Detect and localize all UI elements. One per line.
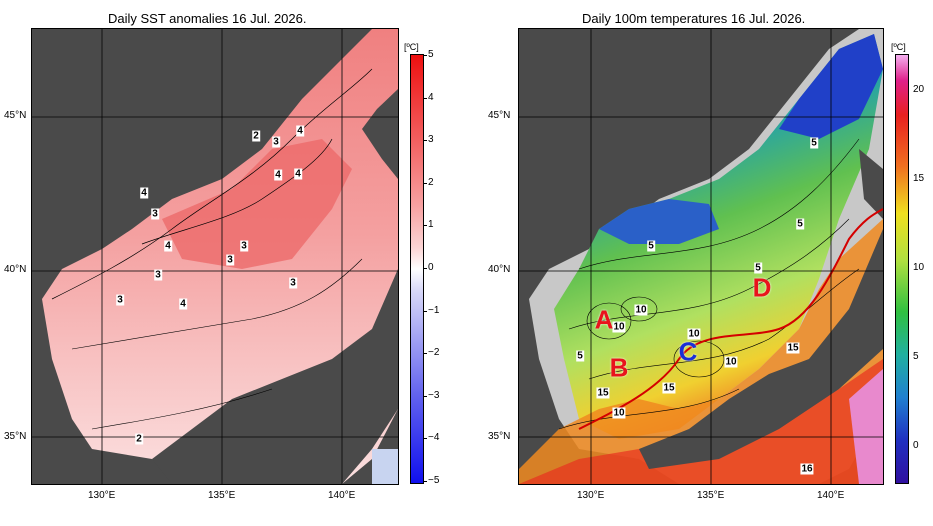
sst-anomaly-map-graphic [32,29,398,484]
colorbar-tick-mark [423,140,427,142]
contour-label: 10 [612,407,626,419]
contour-label: 3 [226,254,234,266]
colorbar-tick-label: 1 [428,219,434,231]
contour-label: 3 [289,277,297,289]
left-lat-label-40: 40°N [4,264,27,275]
colorbar-tick-label: 2 [428,176,434,188]
colorbar-tick-mark [423,55,427,56]
contour-label: 4 [140,187,148,199]
right-lat-label-45: 45°N [488,110,511,121]
colorbar-tick-label: 10 [913,262,925,273]
right-lat-label-40: 40°N [488,264,511,275]
colorbar-tick-label: 15 [913,173,925,184]
left-colorbar-unit: [ºC] [404,42,419,52]
contour-label: 4 [294,168,302,180]
colorbar-tick-mark [423,97,427,99]
right-panel-title: Daily 100m temperatures 16 Jul. 2026. [582,11,806,26]
colorbar-tick-label: 20 [913,84,925,95]
colorbar-tick-mark [423,225,427,227]
contour-label: 15 [786,342,800,354]
left-colorbar [410,54,424,484]
temperature-100m-map [518,28,884,485]
contour-label: 3 [154,269,162,281]
contour-label: 10 [724,356,738,368]
contour-label: 4 [296,125,304,137]
colorbar-tick-label: −1 [428,304,440,316]
contour-label: 3 [116,294,124,306]
colorbar-tick-label: 5 [913,351,919,362]
colorbar-tick-mark [423,353,427,355]
contour-label: 10 [634,304,648,316]
contour-label: 4 [164,240,172,252]
contour-label: 3 [151,208,159,220]
contour-label: 5 [576,350,584,362]
contour-label: 2 [252,130,260,142]
contour-label: 5 [754,262,762,274]
contour-label: 4 [274,169,282,181]
temperature-100m-map-graphic [519,29,883,484]
contour-label: 10 [687,328,701,340]
area-label: B [609,352,629,383]
contour-label: 5 [810,137,818,149]
contour-label: 5 [796,218,804,230]
colorbar-tick-label: 0 [913,440,919,451]
colorbar-tick-label: 4 [428,91,434,103]
left-lat-label-45: 45°N [4,110,27,121]
contour-label: 5 [647,240,655,252]
left-panel-title: Daily SST anomalies 16 Jul. 2026. [108,11,307,26]
area-label: A [594,304,614,335]
colorbar-tick-label: −3 [428,389,440,401]
contour-label: 16 [800,463,814,475]
colorbar-tick-mark [423,182,427,184]
area-label: D [752,272,772,303]
right-lon-label-135: 135°E [697,490,725,501]
colorbar-tick-label: −2 [428,347,440,359]
right-colorbar-unit: [ºC] [891,42,906,52]
right-colorbar [895,54,909,484]
colorbar-tick-label: −4 [428,432,440,444]
contour-label: 2 [135,433,143,445]
right-lat-label-35: 35°N [488,431,511,442]
colorbar-tick-mark [423,310,427,312]
left-lon-label-140: 140°E [328,490,356,501]
right-lon-label-140: 140°E [817,490,845,501]
contour-label: 4 [179,298,187,310]
left-lon-label-130: 130°E [88,490,116,501]
contour-label: 3 [272,136,280,148]
contour-label: 15 [596,387,610,399]
contour-label: 15 [662,382,676,394]
contour-label: 10 [612,321,626,333]
left-lon-label-135: 135°E [208,490,236,501]
colorbar-tick-mark [423,268,427,269]
sst-anomaly-map [31,28,399,485]
contour-label: 3 [240,240,248,252]
colorbar-tick-mark [423,395,427,397]
colorbar-tick-mark [423,481,427,482]
area-label: C [678,336,698,367]
colorbar-tick-mark [423,438,427,440]
colorbar-tick-label: 3 [428,134,434,146]
right-lon-label-130: 130°E [577,490,605,501]
colorbar-tick-label: 5 [428,49,434,60]
colorbar-tick-label: 0 [428,262,434,273]
colorbar-tick-label: −5 [428,475,440,486]
left-lat-label-35: 35°N [4,431,27,442]
